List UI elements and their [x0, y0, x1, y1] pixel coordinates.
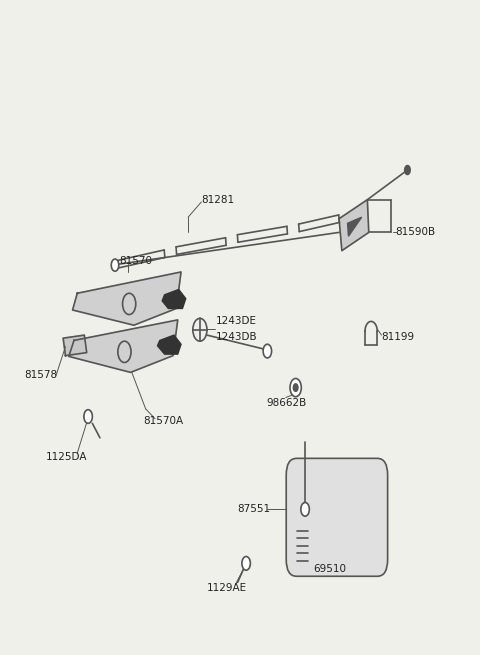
Text: 69510: 69510	[313, 564, 346, 574]
Text: 81570: 81570	[120, 256, 153, 267]
Circle shape	[290, 379, 301, 397]
Text: 81281: 81281	[201, 195, 234, 206]
Text: 81578: 81578	[24, 371, 57, 381]
Polygon shape	[339, 200, 369, 251]
Circle shape	[301, 502, 309, 516]
Text: 1243DE: 1243DE	[216, 316, 256, 326]
Circle shape	[293, 384, 298, 392]
Polygon shape	[162, 290, 186, 309]
Text: 1125DA: 1125DA	[46, 452, 87, 462]
Circle shape	[111, 259, 119, 271]
FancyBboxPatch shape	[286, 458, 388, 576]
Circle shape	[242, 557, 251, 571]
Polygon shape	[63, 335, 87, 356]
Text: 98662B: 98662B	[266, 398, 306, 408]
Text: 87551: 87551	[238, 504, 271, 514]
Polygon shape	[72, 272, 181, 326]
Text: 81590B: 81590B	[396, 227, 436, 237]
Text: 1243DB: 1243DB	[216, 331, 257, 342]
Text: 81570A: 81570A	[144, 416, 183, 426]
Circle shape	[405, 166, 410, 175]
Text: 81199: 81199	[382, 331, 415, 342]
Polygon shape	[69, 320, 178, 373]
Polygon shape	[348, 217, 362, 236]
Circle shape	[263, 345, 272, 358]
Text: 1129AE: 1129AE	[207, 584, 247, 593]
Circle shape	[118, 341, 131, 362]
Circle shape	[122, 293, 136, 314]
Polygon shape	[157, 335, 181, 354]
Circle shape	[84, 409, 92, 423]
